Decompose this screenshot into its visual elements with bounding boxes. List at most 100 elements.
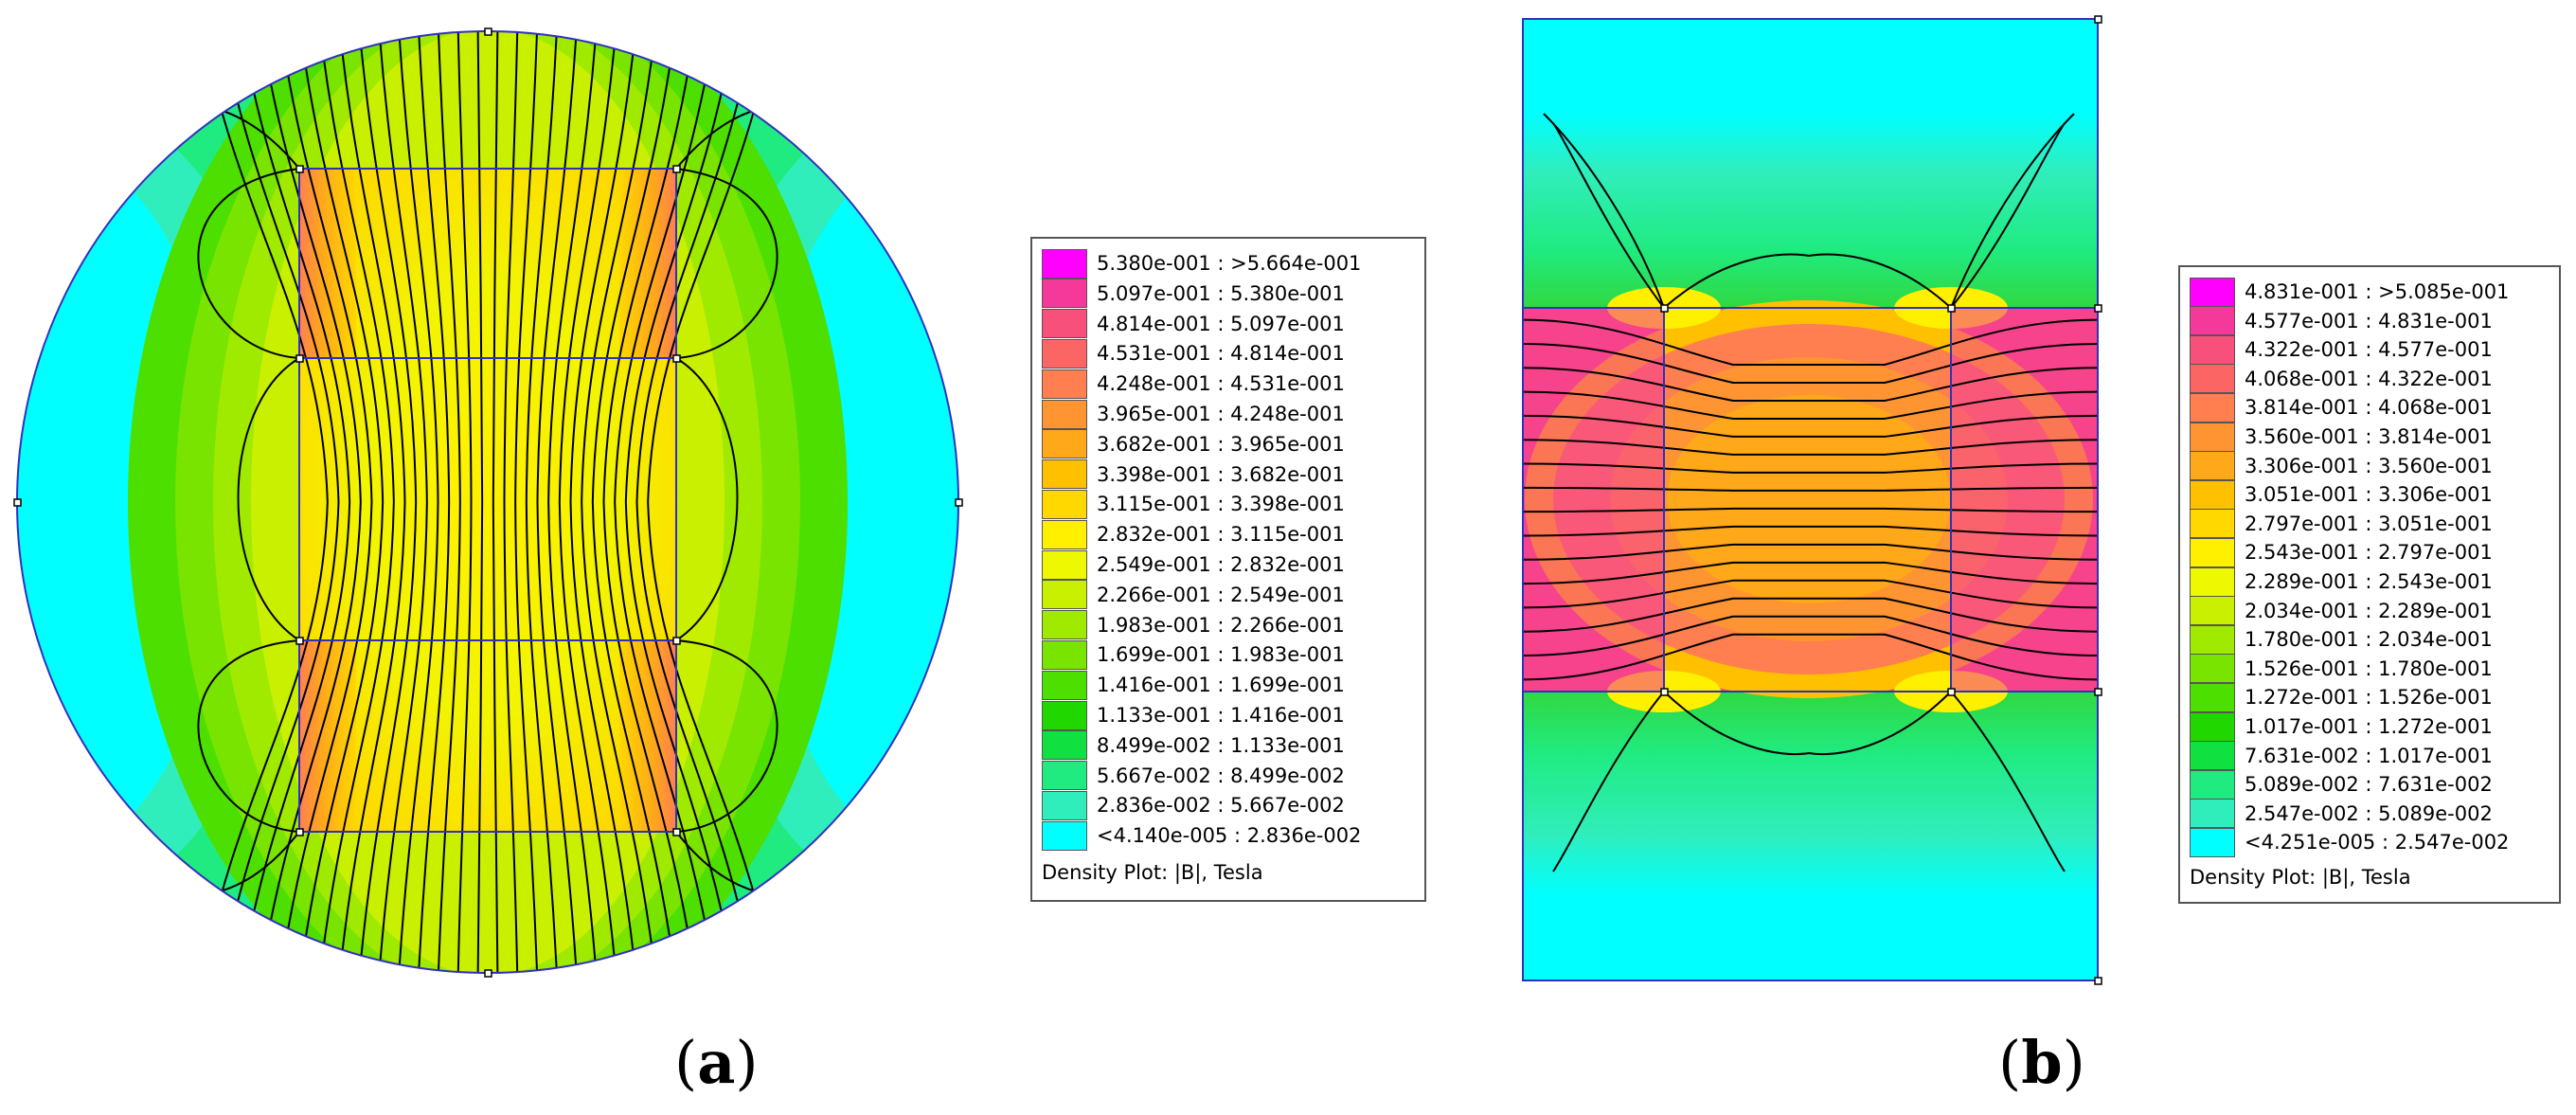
legend-swatch <box>1042 248 1087 279</box>
caption-close: ) <box>735 1028 759 1097</box>
flux-line <box>1523 342 2098 384</box>
legend-row: 3.965e-001 : 4.248e-001 <box>1042 399 1345 429</box>
legend-swatch <box>2190 422 2235 452</box>
legend-row: 7.631e-002 : 1.017e-001 <box>2190 741 2493 771</box>
legend-row: <4.251e-005 : 2.547e-002 <box>2190 827 2509 857</box>
legend-swatch <box>2190 451 2235 481</box>
flux-line <box>357 31 418 973</box>
legend-title: Density Plot: |B|, Tesla <box>1042 861 1263 884</box>
legend-row: 2.836e-002 : 5.667e-002 <box>1042 790 1345 820</box>
legend-label: 1.526e-001 : 1.780e-001 <box>2245 656 2493 680</box>
legend-swatch <box>2190 479 2235 510</box>
caption-close: ) <box>2062 1028 2085 1097</box>
flux-line <box>1523 615 2098 657</box>
legend-label: 1.133e-001 : 1.416e-001 <box>1097 704 1345 727</box>
caption-b: (b) <box>1998 1028 2085 1097</box>
flux-line <box>1663 253 1952 309</box>
flux-line <box>197 168 300 359</box>
flux-line <box>237 357 300 641</box>
flux-line <box>647 31 778 973</box>
legend-label: 7.631e-002 : 1.017e-001 <box>2245 744 2493 767</box>
flux-line <box>675 357 739 641</box>
legend-swatch <box>1042 399 1087 429</box>
legend-swatch <box>1042 519 1087 549</box>
flux-line <box>1543 113 1665 309</box>
flux-line <box>1523 390 2098 420</box>
legend-label: 4.322e-001 : 4.577e-001 <box>2245 338 2493 362</box>
legend-label: 3.682e-001 : 3.965e-001 <box>1097 432 1345 456</box>
flux-line <box>558 31 618 973</box>
legend-swatch <box>1042 459 1087 490</box>
flux-line <box>277 31 373 973</box>
legend-label: 1.017e-001 : 1.272e-001 <box>2245 715 2493 738</box>
flux-line <box>547 31 599 973</box>
legend-label: 2.543e-001 : 2.797e-001 <box>2245 541 2493 565</box>
legend-row: 1.780e-001 : 2.034e-001 <box>2190 624 2493 655</box>
flux-line <box>536 31 579 973</box>
legend-label: 2.266e-001 : 2.549e-001 <box>1097 583 1345 606</box>
legend-label: 4.531e-001 : 4.814e-001 <box>1097 342 1345 366</box>
legend-row: 3.560e-001 : 3.814e-001 <box>2190 422 2493 452</box>
legend-row: 1.272e-001 : 1.526e-001 <box>2190 682 2493 712</box>
flux-line <box>437 31 461 973</box>
flux-line <box>1523 507 2098 513</box>
legend-swatch <box>2190 596 2235 626</box>
legend-row: 1.526e-001 : 1.780e-001 <box>2190 654 2493 684</box>
legend-swatch <box>1042 580 1087 610</box>
legend-row: 1.017e-001 : 1.272e-001 <box>2190 711 2493 742</box>
legend-label: 4.068e-001 : 4.322e-001 <box>2245 367 2493 390</box>
legend-label: 4.831e-001 : >5.085e-001 <box>2245 280 2510 303</box>
flux-line <box>1663 691 1952 756</box>
flux-line <box>1523 525 2098 537</box>
flux-line <box>1523 439 2098 456</box>
legend-label: 2.832e-001 : 3.115e-001 <box>1097 523 1345 547</box>
legend-swatch <box>1042 700 1087 730</box>
legend-row: 3.814e-001 : 4.068e-001 <box>2190 392 2493 423</box>
legend-row: 3.398e-001 : 3.682e-001 <box>1042 459 1345 490</box>
legend-row: 2.543e-001 : 2.797e-001 <box>2190 537 2493 567</box>
flux-line <box>514 31 539 973</box>
legend-label: 3.051e-001 : 3.306e-001 <box>2245 483 2493 507</box>
legend-row: 1.416e-001 : 1.699e-001 <box>1042 670 1345 700</box>
flux-line <box>1950 122 2066 309</box>
caption-open: ( <box>674 1028 698 1097</box>
legend-label: 2.547e-002 : 5.089e-002 <box>2245 801 2493 825</box>
legend-swatch <box>2190 827 2235 857</box>
flux-line <box>1523 462 2098 474</box>
flux-line <box>1523 633 2098 681</box>
caption-a: (a) <box>674 1028 759 1097</box>
legend-row: 4.814e-001 : 5.097e-001 <box>1042 309 1345 339</box>
flux-line <box>591 31 678 973</box>
flux-line <box>581 31 658 973</box>
legend-label: 1.699e-001 : 1.983e-001 <box>1097 643 1345 667</box>
legend-row: 2.547e-002 : 5.089e-002 <box>2190 799 2493 829</box>
legend-label: 4.814e-001 : 5.097e-001 <box>1097 312 1345 335</box>
caption-letter: a <box>697 1028 736 1097</box>
legend-label: <4.140e-005 : 2.836e-002 <box>1097 824 1362 848</box>
legend-swatch <box>1042 820 1087 851</box>
legend-row: 2.289e-001 : 2.543e-001 <box>2190 566 2493 597</box>
legend-label: 1.272e-001 : 1.526e-001 <box>2245 686 2493 710</box>
flux-line <box>456 31 473 973</box>
flux-line <box>197 639 300 833</box>
legend-swatch <box>1042 761 1087 791</box>
flux-line <box>417 31 451 973</box>
legend-label: 3.814e-001 : 4.068e-001 <box>2245 396 2493 420</box>
flux-line <box>614 31 718 973</box>
legend-label: 3.965e-001 : 4.248e-001 <box>1097 403 1345 425</box>
legend-swatch <box>1042 610 1087 640</box>
legend-swatch <box>1042 549 1087 580</box>
flux-line <box>1523 561 2098 585</box>
flux-line <box>1950 113 2075 309</box>
legend-row: 2.266e-001 : 2.549e-001 <box>1042 580 1345 610</box>
flux-line <box>476 31 484 973</box>
legend-row: 5.380e-001 : >5.664e-001 <box>1042 248 1361 279</box>
flux-line <box>1523 543 2098 561</box>
legend-label: 2.549e-001 : 2.832e-001 <box>1097 553 1345 576</box>
legend-row: 2.797e-001 : 3.051e-001 <box>2190 509 2493 539</box>
legend-label: <4.251e-005 : 2.547e-002 <box>2245 831 2510 854</box>
flux-line <box>635 31 758 973</box>
legend-swatch <box>2190 682 2235 712</box>
legend-swatch <box>1042 790 1087 820</box>
legend-row: 2.034e-001 : 2.289e-001 <box>2190 596 2493 626</box>
